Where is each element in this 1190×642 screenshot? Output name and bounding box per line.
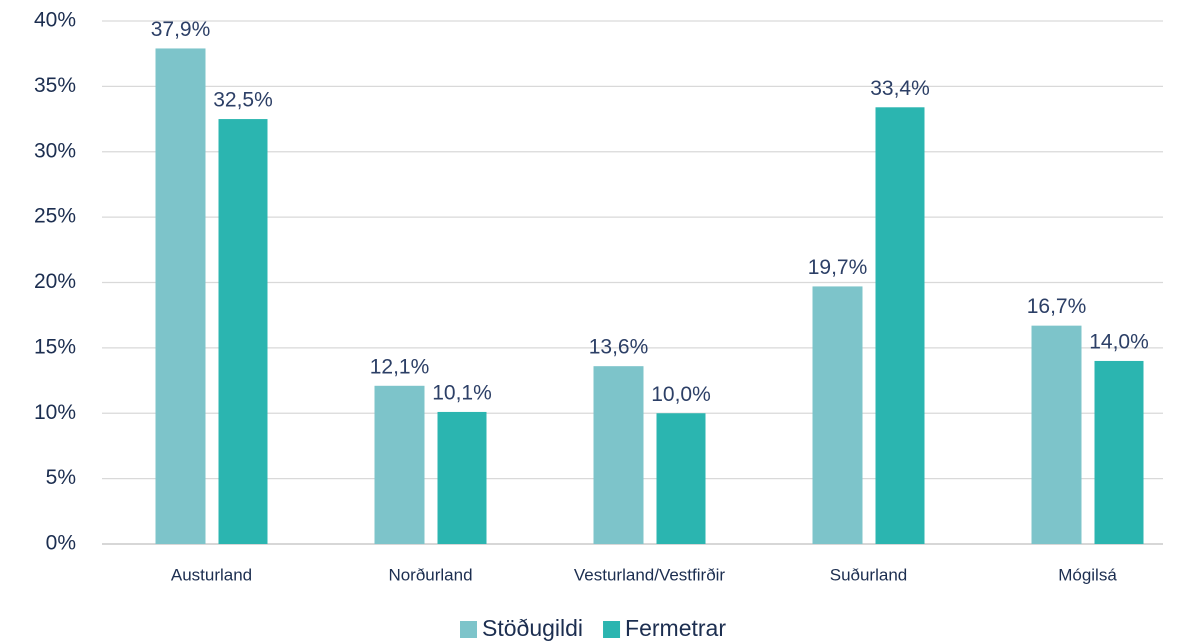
value-label: 14,0% bbox=[1089, 330, 1149, 353]
y-tick-label: 10% bbox=[34, 401, 76, 424]
legend-label: Fermetrar bbox=[625, 615, 726, 641]
value-label: 19,7% bbox=[808, 256, 868, 279]
bar bbox=[1031, 325, 1082, 544]
value-label: 12,1% bbox=[370, 355, 430, 378]
legend-swatch bbox=[603, 621, 621, 638]
value-label: 10,1% bbox=[432, 381, 492, 404]
y-tick-label: 40% bbox=[34, 9, 76, 32]
bar bbox=[1094, 360, 1144, 544]
legend-label: Stöðugildi bbox=[482, 615, 583, 641]
y-tick-label: 5% bbox=[46, 466, 76, 489]
y-tick-label: 20% bbox=[34, 270, 76, 293]
bar bbox=[593, 366, 644, 544]
y-tick-label: 15% bbox=[34, 335, 76, 358]
value-label: 10,0% bbox=[651, 383, 711, 406]
x-tick-label: Mógilsá bbox=[1058, 565, 1117, 584]
bar bbox=[656, 413, 706, 544]
value-label: 16,7% bbox=[1027, 295, 1087, 318]
x-tick-label: Norðurland bbox=[388, 565, 472, 584]
x-tick-label: Vesturland/Vestfirðir bbox=[574, 565, 726, 584]
bar bbox=[374, 385, 425, 544]
bar bbox=[875, 107, 925, 545]
value-label: 13,6% bbox=[589, 336, 649, 359]
bar bbox=[218, 119, 268, 544]
legend-swatch bbox=[460, 621, 477, 638]
value-label: 37,9% bbox=[151, 18, 211, 41]
value-label: 32,5% bbox=[213, 89, 273, 112]
bar bbox=[155, 48, 206, 545]
x-tick-label: Austurland bbox=[171, 565, 252, 584]
bar bbox=[437, 411, 487, 544]
value-label: 33,4% bbox=[870, 77, 930, 100]
x-tick-label: Suðurland bbox=[830, 565, 908, 584]
bar bbox=[812, 286, 863, 544]
y-tick-label: 0% bbox=[46, 532, 76, 555]
y-tick-label: 30% bbox=[34, 139, 76, 162]
y-tick-label: 35% bbox=[34, 74, 76, 97]
y-tick-label: 25% bbox=[34, 205, 76, 228]
